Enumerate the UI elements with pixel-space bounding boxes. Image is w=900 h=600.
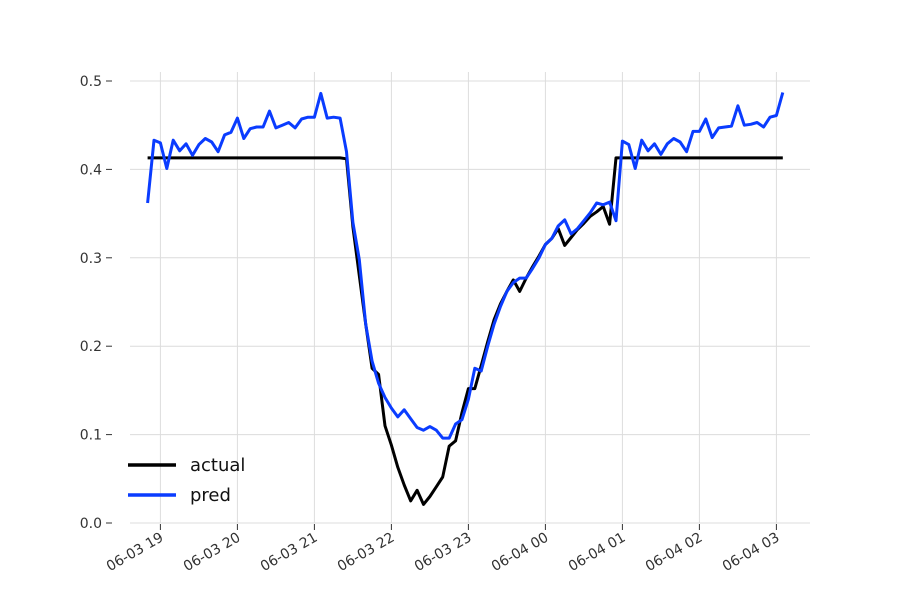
y-tick-label: 0.1: [80, 428, 102, 444]
y-axis-ticks: 0.0 0.1 0.2 0.3 0.4 0.5: [80, 74, 112, 532]
series-line-actual: [147, 156, 783, 506]
series-line-pred: [146, 91, 785, 440]
legend-label-actual: actual: [190, 455, 245, 476]
x-axis-ticks: 06-03 19 06-03 20 06-03 21 06-03 22 06-03 23…: [104, 524, 783, 575]
x-tick-label: 06-03 20: [181, 530, 244, 575]
x-tick-label: 06-04 03: [720, 530, 783, 575]
chart-series: [146, 91, 785, 506]
chart-legend: actual pred: [128, 455, 245, 506]
y-tick-label: 0.4: [80, 162, 102, 178]
y-tick-label: 0.2: [80, 339, 102, 355]
y-tick-label: 0.0: [80, 516, 102, 532]
x-tick-label: 06-03 19: [104, 530, 167, 575]
x-tick-label: 06-04 02: [643, 530, 706, 575]
legend-label-pred: pred: [190, 485, 231, 506]
chart-grid: [130, 72, 810, 524]
y-tick-label: 0.3: [80, 251, 102, 267]
x-tick-label: 06-03 23: [412, 530, 475, 575]
x-tick-label: 06-03 21: [258, 530, 321, 575]
x-tick-label: 06-03 22: [335, 530, 398, 575]
y-tick-label: 0.5: [80, 74, 102, 90]
x-tick-label: 06-04 01: [566, 530, 629, 575]
x-tick-label: 06-04 00: [489, 530, 552, 575]
